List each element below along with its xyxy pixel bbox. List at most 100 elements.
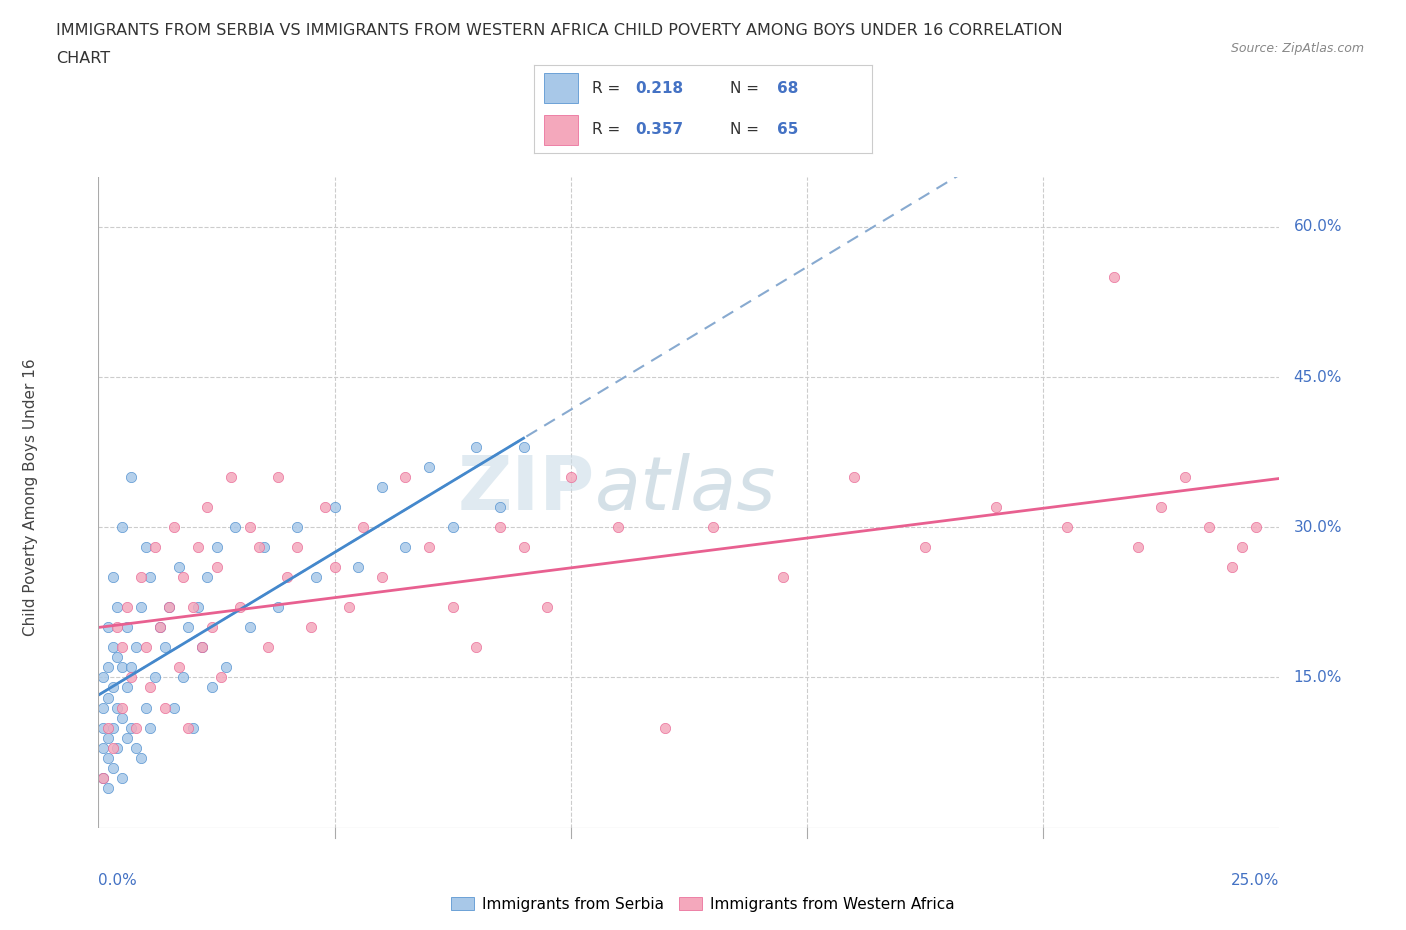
Point: [247, 539, 270, 554]
Point: [1126, 539, 1149, 554]
Point: [172, 570, 194, 585]
Point: [135, 539, 157, 554]
Point: [111, 660, 134, 675]
Point: [101, 640, 124, 655]
Point: [285, 520, 308, 535]
Point: [844, 470, 866, 485]
Text: N =: N =: [730, 81, 763, 96]
Point: [229, 600, 252, 615]
Point: [111, 640, 134, 655]
Point: [97, 730, 120, 745]
Point: [323, 560, 346, 575]
Text: 0.0%: 0.0%: [98, 872, 138, 888]
Point: [201, 680, 224, 695]
Point: [209, 670, 232, 684]
Point: [394, 539, 416, 554]
Point: [181, 600, 204, 615]
Point: [465, 640, 488, 655]
Point: [1102, 270, 1125, 285]
Point: [352, 520, 374, 535]
Point: [177, 620, 200, 635]
Text: 60.0%: 60.0%: [1294, 219, 1343, 234]
Text: 15.0%: 15.0%: [1294, 670, 1341, 685]
Point: [91, 670, 114, 684]
Point: [163, 700, 186, 715]
Point: [257, 640, 280, 655]
Point: [101, 570, 124, 585]
Point: [121, 720, 143, 735]
Point: [121, 470, 143, 485]
Point: [115, 620, 138, 635]
Point: [125, 740, 148, 755]
Point: [91, 770, 114, 785]
Text: Source: ZipAtlas.com: Source: ZipAtlas.com: [1230, 42, 1364, 55]
Point: [224, 520, 246, 535]
Point: [1150, 499, 1173, 514]
Point: [299, 620, 322, 635]
Point: [105, 700, 128, 715]
Point: [253, 539, 276, 554]
Text: N =: N =: [730, 122, 763, 137]
Point: [115, 600, 138, 615]
Point: [607, 520, 630, 535]
Point: [101, 740, 124, 755]
Point: [465, 440, 488, 455]
Point: [97, 751, 120, 765]
Point: [111, 711, 134, 725]
Point: [536, 600, 558, 615]
Point: [441, 600, 464, 615]
Point: [215, 660, 238, 675]
Point: [111, 520, 134, 535]
Point: [139, 720, 162, 735]
Point: [418, 539, 440, 554]
Point: [125, 640, 148, 655]
Point: [135, 640, 157, 655]
Point: [97, 660, 120, 675]
Text: ZIP: ZIP: [457, 453, 595, 525]
Text: 25.0%: 25.0%: [1232, 872, 1279, 888]
Point: [1244, 520, 1267, 535]
Point: [91, 720, 114, 735]
Point: [153, 700, 176, 715]
Point: [187, 539, 209, 554]
Point: [1220, 560, 1243, 575]
Text: Child Poverty Among Boys Under 16: Child Poverty Among Boys Under 16: [24, 359, 38, 636]
Point: [371, 570, 394, 585]
Point: [394, 470, 416, 485]
Point: [984, 499, 1007, 514]
Point: [167, 560, 190, 575]
Point: [239, 520, 262, 535]
Point: [129, 570, 152, 585]
Point: [205, 539, 228, 554]
Point: [772, 570, 794, 585]
Point: [267, 470, 290, 485]
Text: 0.218: 0.218: [636, 81, 683, 96]
FancyBboxPatch shape: [544, 73, 578, 103]
Point: [163, 520, 186, 535]
Point: [153, 640, 176, 655]
Point: [139, 570, 162, 585]
Point: [201, 620, 224, 635]
Point: [347, 560, 370, 575]
Point: [489, 499, 512, 514]
Point: [195, 499, 218, 514]
Point: [143, 539, 166, 554]
Point: [157, 600, 180, 615]
Point: [1174, 470, 1197, 485]
Text: IMMIGRANTS FROM SERBIA VS IMMIGRANTS FROM WESTERN AFRICA CHILD POVERTY AMONG BOY: IMMIGRANTS FROM SERBIA VS IMMIGRANTS FRO…: [56, 23, 1063, 38]
Point: [219, 470, 242, 485]
Point: [654, 720, 676, 735]
Text: 68: 68: [778, 81, 799, 96]
Point: [441, 520, 464, 535]
Point: [97, 780, 120, 795]
Point: [191, 640, 214, 655]
Point: [267, 600, 290, 615]
Point: [91, 740, 114, 755]
Point: [914, 539, 936, 554]
Point: [157, 600, 180, 615]
Point: [129, 600, 152, 615]
Point: [1198, 520, 1220, 535]
Point: [115, 680, 138, 695]
Text: 30.0%: 30.0%: [1294, 520, 1343, 535]
Point: [191, 640, 214, 655]
